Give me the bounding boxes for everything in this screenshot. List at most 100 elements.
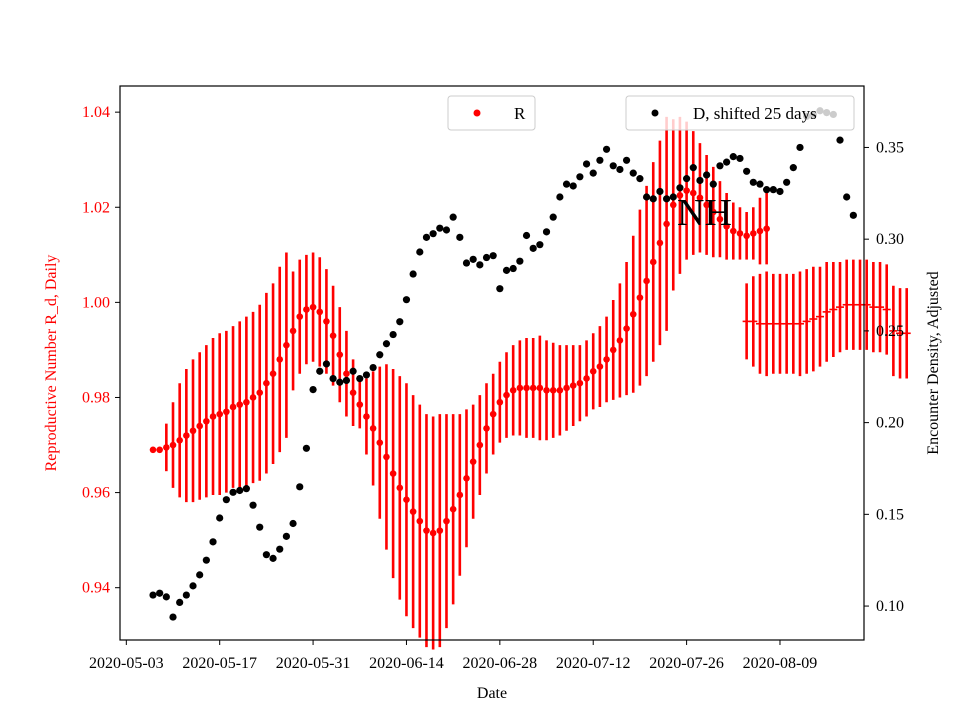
r-point (376, 439, 384, 446)
d-point (589, 169, 597, 177)
r-point (443, 517, 450, 525)
y-right-axis-label: Encounter Density, Adjusted (925, 271, 942, 454)
d-point (396, 318, 404, 326)
r-point (483, 425, 490, 432)
r-point (663, 220, 670, 228)
d-point (429, 230, 437, 238)
y-right-tick-label: 0.10 (876, 598, 904, 615)
r-point (283, 341, 290, 349)
d-point (769, 186, 777, 194)
r-point (536, 384, 544, 392)
legend-d-label: D, shifted 25 days (693, 104, 817, 123)
r-point (689, 189, 697, 197)
d-point (382, 340, 391, 348)
y-right-tick-label: 0.15 (876, 506, 904, 523)
r-point (756, 227, 764, 235)
r-point (669, 201, 677, 209)
d-point (296, 483, 304, 491)
legend-d-box (625, 95, 855, 131)
d-point (436, 224, 444, 232)
r-point (589, 368, 597, 375)
d-point (636, 175, 644, 183)
d-point (509, 264, 517, 273)
y-left-tick-label: 1.02 (82, 199, 110, 216)
r-point (163, 444, 170, 451)
d-point (289, 519, 297, 528)
r-point (176, 436, 183, 444)
y-left-tick-label: 1.04 (82, 104, 110, 121)
y-right-tick-label: 0.20 (876, 415, 904, 432)
d-point (542, 228, 551, 236)
d-point (796, 143, 804, 152)
d-point (222, 496, 230, 504)
r-point (489, 410, 497, 418)
d-point (256, 523, 264, 531)
r-point (623, 325, 630, 332)
d-point (309, 385, 317, 394)
r-point (723, 222, 730, 230)
d-point (649, 195, 657, 203)
legend-d-marker (651, 109, 659, 117)
d-point (349, 367, 357, 375)
r-point (429, 529, 437, 537)
d-point (422, 233, 431, 241)
r-point (356, 401, 364, 408)
y-left-tick-label: 1.00 (82, 294, 110, 311)
r-point (456, 491, 464, 499)
r-point (709, 208, 717, 216)
d-point (409, 270, 417, 278)
d-point (449, 213, 457, 221)
d-point (302, 444, 311, 452)
d-point (549, 213, 557, 221)
r-point (196, 422, 203, 430)
r-point (636, 294, 644, 301)
r-point (203, 417, 210, 425)
y-left-axis-label: Reproductive Number R_d, Daily (43, 255, 60, 472)
r-point (169, 441, 177, 449)
y-left-tick-label: 0.98 (82, 389, 110, 406)
r-point (463, 475, 470, 482)
r-point (236, 401, 244, 408)
d-point (489, 252, 497, 260)
d-point (843, 193, 851, 201)
d-point (776, 187, 784, 196)
d-point (616, 165, 624, 174)
state-annotation: NH (677, 192, 732, 234)
d-point (216, 514, 224, 522)
d-point (209, 538, 217, 546)
d-point (749, 178, 757, 186)
d-point (202, 556, 210, 564)
r-point (543, 387, 550, 394)
d-point (482, 253, 491, 262)
r-point (729, 227, 737, 235)
d-point (402, 296, 411, 304)
r-point (696, 194, 704, 202)
d-point (176, 598, 184, 606)
r-point (576, 379, 584, 387)
y-left-tick-label: 0.94 (82, 580, 110, 597)
x-tick-label: 2020-06-14 (369, 655, 444, 672)
r-point (189, 427, 197, 435)
r-point (523, 384, 530, 392)
r-point (336, 351, 344, 358)
r-point (256, 389, 264, 397)
d-point (723, 158, 731, 166)
d-point (576, 173, 584, 181)
d-point (516, 257, 524, 265)
d-point (182, 591, 190, 599)
r-point (403, 496, 410, 504)
d-point (389, 330, 397, 339)
r-point (436, 527, 444, 534)
d-point (596, 156, 604, 164)
d-point (622, 156, 631, 164)
r-point (716, 215, 724, 223)
r-point (156, 446, 163, 454)
r-point (743, 232, 750, 240)
d-point (783, 178, 791, 186)
r-point (409, 508, 417, 515)
r-point (629, 310, 637, 318)
d-point (156, 589, 164, 597)
d-point (609, 162, 617, 170)
d-point (456, 233, 464, 241)
d-point (536, 241, 544, 249)
